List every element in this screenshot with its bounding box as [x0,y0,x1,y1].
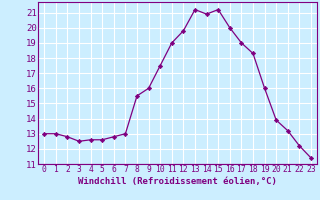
X-axis label: Windchill (Refroidissement éolien,°C): Windchill (Refroidissement éolien,°C) [78,177,277,186]
